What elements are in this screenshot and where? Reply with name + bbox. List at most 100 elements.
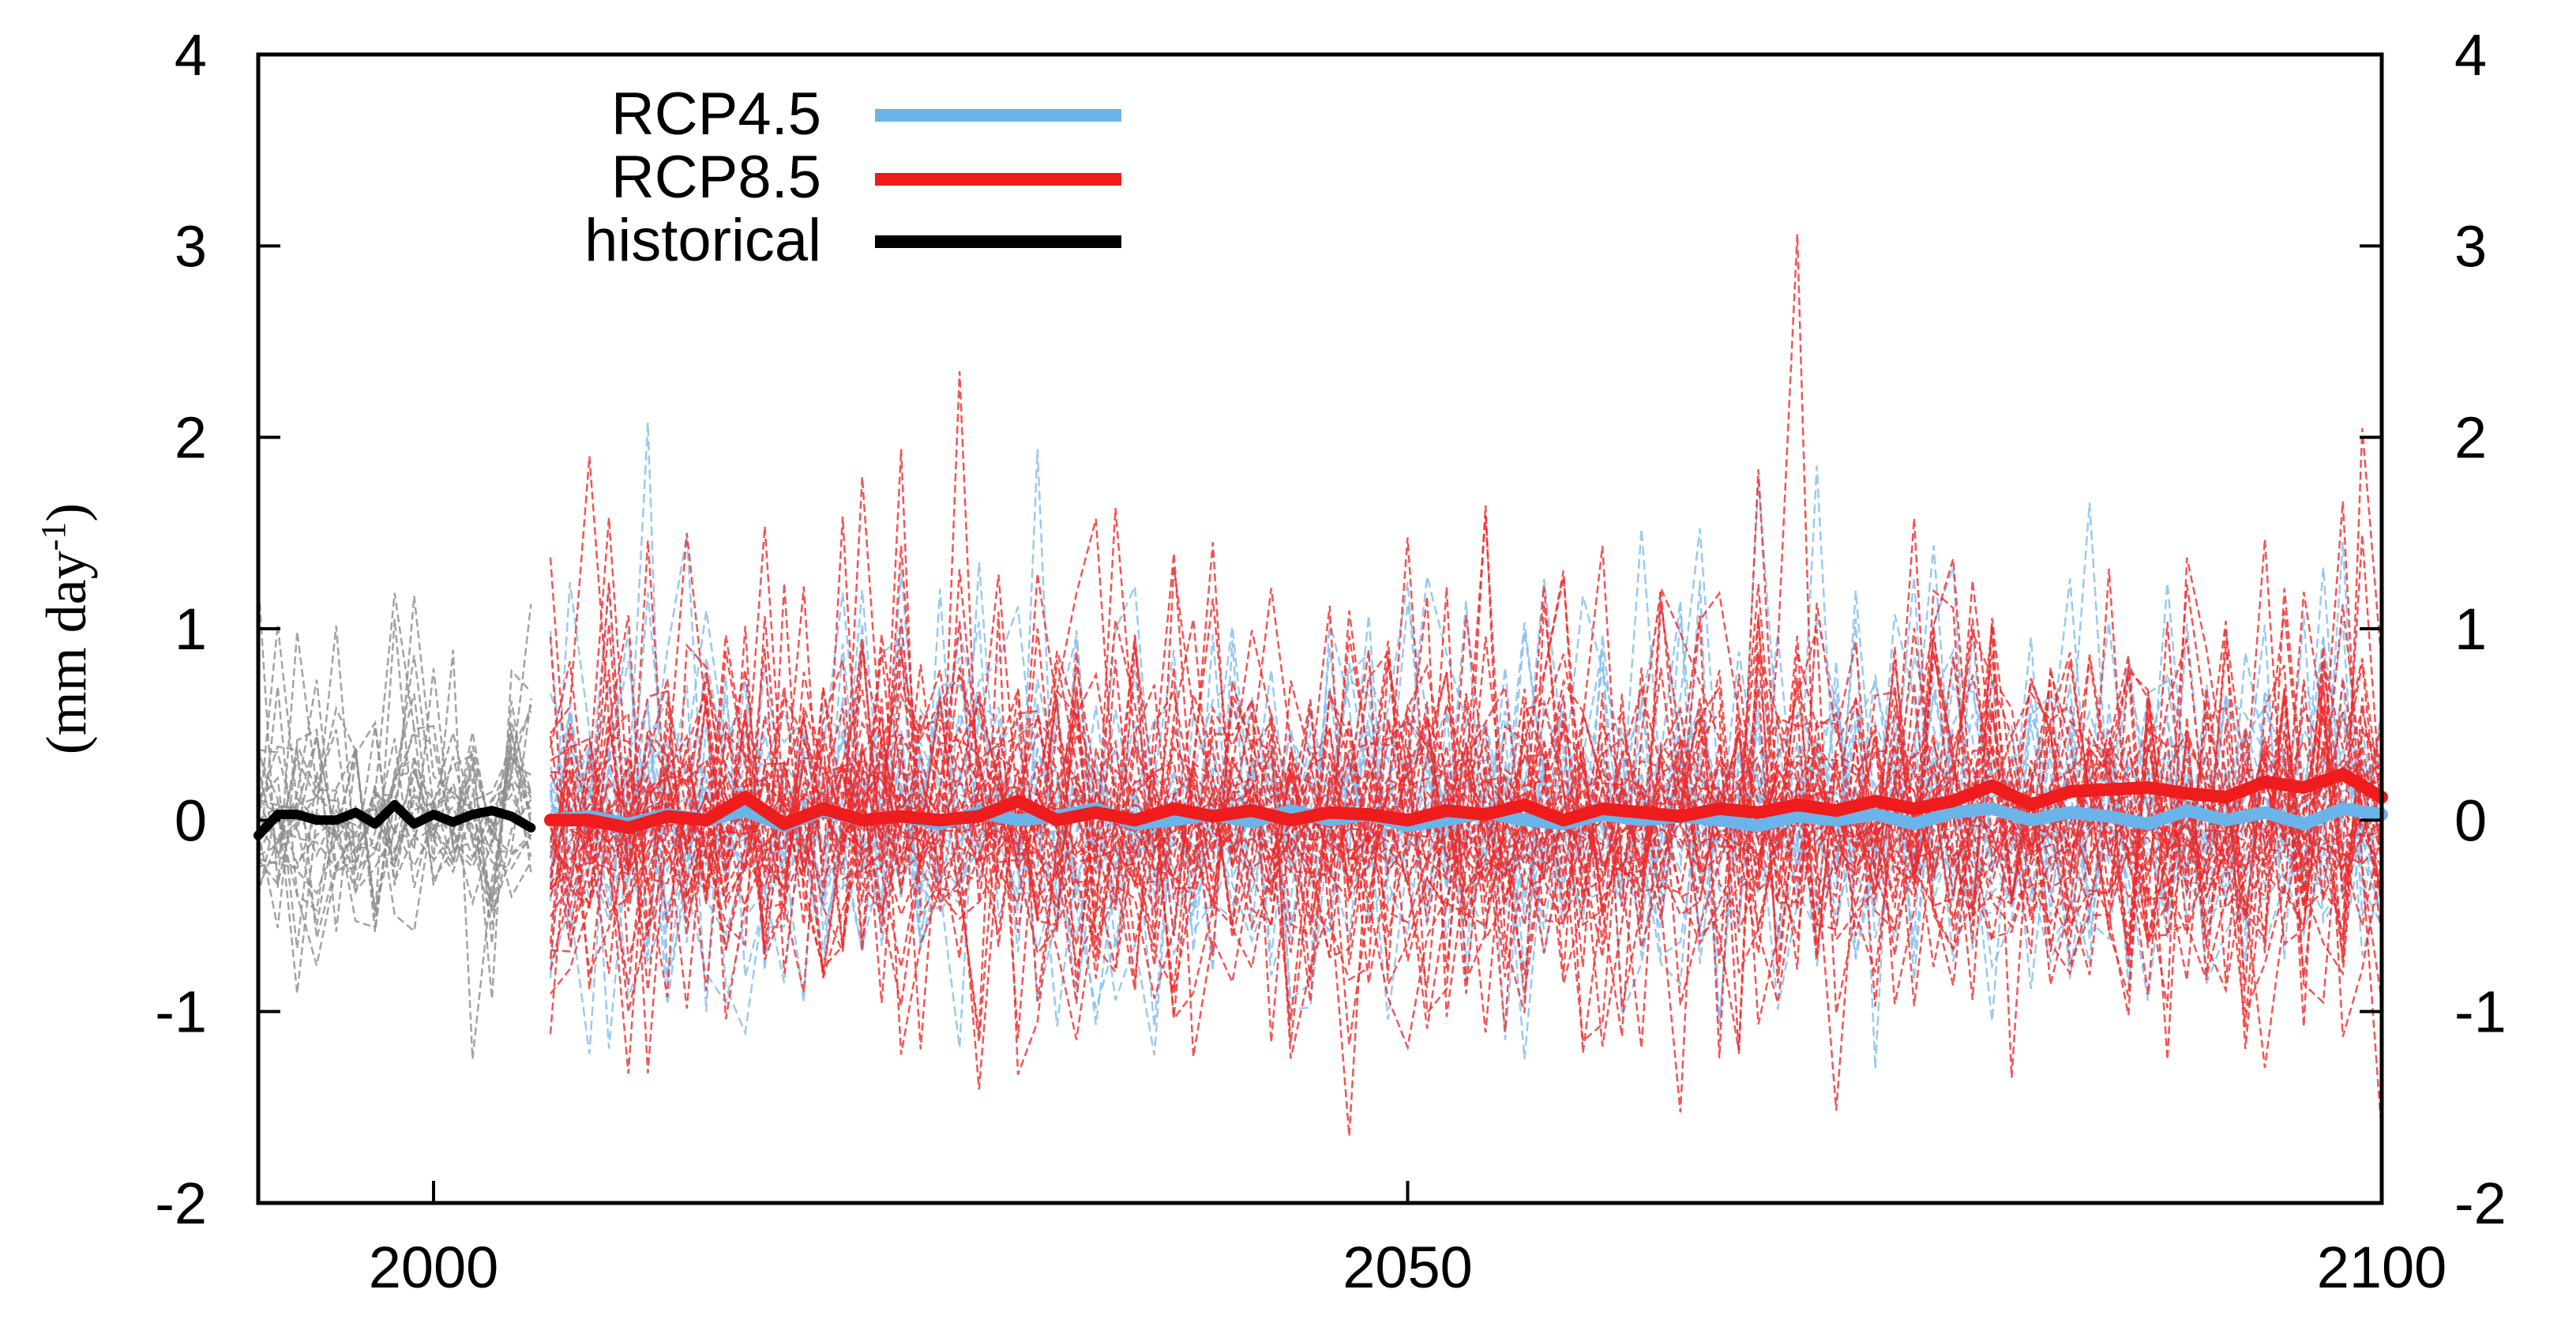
data-point <box>452 821 454 823</box>
ensemble-member-line <box>257 603 532 870</box>
y-tick-label-left: -2 <box>155 1171 207 1236</box>
data-point <box>2342 773 2344 775</box>
y-tick-label-right: 2 <box>2454 405 2487 471</box>
legend: RCP4.5 RCP8.5 historical <box>584 81 1121 274</box>
ensemble-member-line <box>550 518 2383 1078</box>
y-tick-label-right: -2 <box>2454 1171 2507 1236</box>
ensemble-member-line <box>257 668 532 999</box>
y-tick-label-left: 2 <box>175 405 207 471</box>
data-point <box>374 823 376 825</box>
data-point <box>1641 819 1643 821</box>
data-point <box>1212 816 1214 817</box>
ensemble-member-line <box>549 588 2383 964</box>
ensemble-member-line <box>257 649 532 1059</box>
data-point <box>2225 819 2227 821</box>
data-point <box>2108 789 2110 791</box>
ensemble-member-line <box>549 516 2383 1039</box>
data-point <box>2264 781 2266 783</box>
ensemble-member-line <box>549 590 2383 910</box>
data-point <box>491 810 493 811</box>
data-point <box>471 814 473 815</box>
data-point <box>1173 808 1174 810</box>
data-point <box>2069 791 2071 792</box>
data-point <box>1446 819 1448 821</box>
data-point <box>1563 819 1564 821</box>
data-point <box>2030 819 2032 821</box>
ensemble-member-line <box>257 733 532 896</box>
ensemble-member-line <box>257 705 532 912</box>
ensemble-member-line <box>549 636 2383 1002</box>
data-point <box>511 816 513 817</box>
x-tick-label: 2000 <box>369 1235 499 1300</box>
ensemble-member-line <box>549 537 2383 878</box>
data-point <box>2108 816 2110 817</box>
ensemble-member-line <box>549 505 2383 1051</box>
ensemble-member-line <box>549 526 2383 1006</box>
data-point <box>1095 812 1097 814</box>
data-point <box>1173 819 1174 821</box>
y-tick-label-left: 0 <box>175 788 207 853</box>
data-point <box>1329 812 1331 814</box>
data-point <box>355 812 356 814</box>
data-point <box>1524 804 1525 806</box>
data-point <box>705 819 707 821</box>
ensemble-members <box>257 234 2383 1137</box>
ensemble-member-line <box>549 581 2383 1054</box>
data-point <box>1718 819 1720 821</box>
ensemble-member-line <box>257 679 532 871</box>
data-point <box>667 816 668 817</box>
ensemble-member-line <box>549 558 2383 1043</box>
data-point <box>1875 800 1876 802</box>
axis-ticks: 4 4 3 3 2 2 1 1 0 0 -1 -1 -2 -2 2000 2050 2100 <box>155 22 2507 1300</box>
x-tick-label: 2050 <box>1342 1235 1473 1300</box>
ensemble-member-line <box>549 542 2383 1002</box>
data-point <box>1017 819 1019 821</box>
data-point <box>2147 823 2149 825</box>
data-point <box>1758 825 1759 827</box>
ensemble-member-line <box>257 725 532 949</box>
ensemble-member-line <box>257 626 532 945</box>
data-point <box>1913 823 1915 825</box>
data-point <box>2225 796 2227 798</box>
y-tick-label-right: 1 <box>2454 596 2487 662</box>
data-point <box>550 819 551 821</box>
data-point <box>1134 819 1136 821</box>
x-tick-label: 2100 <box>2317 1235 2447 1300</box>
data-point <box>1758 812 1759 814</box>
data-point <box>939 819 941 821</box>
legend-label-rcp85: RCP8.5 <box>611 144 821 211</box>
data-point <box>1407 819 1408 821</box>
data-point <box>1875 814 1876 815</box>
data-point <box>1329 819 1331 821</box>
legend-label-rcp45: RCP4.5 <box>611 81 821 148</box>
data-point <box>2264 812 2266 814</box>
data-point <box>296 814 298 815</box>
series-line-rcp85 <box>544 768 2388 834</box>
data-point <box>1017 800 1019 802</box>
y-tick-label-right: -1 <box>2454 979 2507 1045</box>
data-point <box>2030 804 2032 806</box>
data-point <box>1913 808 1915 810</box>
ensemble-member-line <box>257 579 532 900</box>
data-point <box>2069 812 2071 814</box>
y-axis-label: (mm day-1) <box>34 503 98 755</box>
y-tick-label-left: 4 <box>175 22 207 88</box>
data-point <box>900 816 902 817</box>
ensemble-member-line <box>549 557 2383 935</box>
data-point <box>277 814 279 815</box>
ensemble-member-line <box>257 592 532 938</box>
data-point <box>1718 808 1720 810</box>
data-point <box>413 823 415 825</box>
data-point <box>1641 812 1643 814</box>
y-tick-label-left: -1 <box>155 979 207 1045</box>
ensemble-member-line <box>549 428 2383 993</box>
data-point <box>588 819 590 821</box>
y-tick-label-right: 3 <box>2454 213 2487 279</box>
data-point <box>1835 810 1837 811</box>
data-point <box>1446 810 1448 811</box>
data-point <box>394 804 396 806</box>
y-axis-label-main: (mm day <box>35 551 98 754</box>
data-point <box>1835 819 1837 821</box>
ensemble-member-line <box>549 518 2383 976</box>
